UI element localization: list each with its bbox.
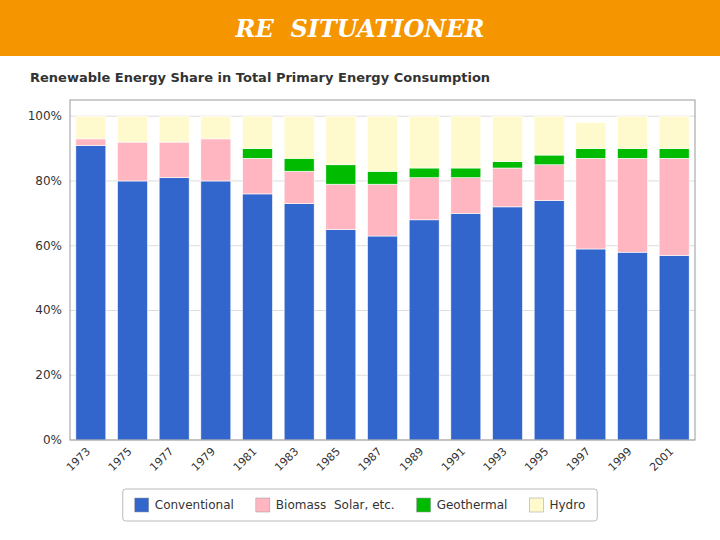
bar-segment bbox=[326, 165, 356, 184]
x-tick-label: 2001 bbox=[647, 445, 676, 474]
bar-segment bbox=[368, 236, 398, 440]
bar-segment bbox=[618, 116, 648, 148]
bar-segment bbox=[576, 158, 606, 249]
x-axis: 1973 1975 1977 1979 1981 1983 1985 1987 1989 1991… bbox=[64, 445, 676, 474]
bar-segment bbox=[618, 158, 648, 252]
y-tick-label: 60% bbox=[35, 239, 62, 253]
bar-segment bbox=[243, 149, 273, 159]
x-tick-label: 1981 bbox=[231, 445, 260, 474]
bar-segment bbox=[618, 149, 648, 159]
bar-segment bbox=[243, 194, 273, 440]
legend-label: Biomass Solar, etc. bbox=[276, 498, 395, 512]
legend-box bbox=[123, 489, 597, 521]
bar-segment bbox=[451, 168, 481, 178]
bar-segment bbox=[368, 184, 398, 236]
bar-segment bbox=[326, 116, 356, 165]
x-tick-label: 1989 bbox=[397, 445, 426, 474]
bar-segment bbox=[326, 230, 356, 440]
x-tick-label: 1983 bbox=[272, 445, 301, 474]
bar-segment bbox=[284, 171, 314, 203]
bar-segment bbox=[201, 116, 231, 139]
bar-segment bbox=[409, 168, 439, 178]
bar-segment bbox=[451, 116, 481, 168]
x-tick-label: 1999 bbox=[606, 445, 635, 474]
bar-segment bbox=[284, 158, 314, 171]
x-tick-label: 1991 bbox=[439, 445, 468, 474]
x-tick-label: 1997 bbox=[564, 445, 593, 474]
chart: RE SITUATIONER Renewable Energy Share in … bbox=[0, 0, 720, 540]
bar-segment bbox=[284, 116, 314, 158]
bar-segment bbox=[409, 116, 439, 168]
bar-segment bbox=[451, 213, 481, 440]
bar-segment bbox=[159, 142, 189, 178]
bar-segment bbox=[159, 178, 189, 440]
legend-swatch bbox=[529, 498, 543, 512]
bar-segment bbox=[368, 116, 398, 171]
bar-segment bbox=[201, 139, 231, 181]
bar-segment bbox=[576, 149, 606, 159]
plot-frame bbox=[70, 100, 695, 440]
y-tick-label: 20% bbox=[35, 368, 62, 382]
bar-segment bbox=[243, 158, 273, 194]
bar-segment bbox=[118, 116, 148, 142]
bar-segment bbox=[368, 171, 398, 184]
x-tick-label: 1973 bbox=[64, 445, 93, 474]
bar-segment bbox=[76, 116, 106, 139]
bar-segment bbox=[409, 220, 439, 440]
bar-segment bbox=[326, 184, 356, 229]
bar-segment bbox=[201, 181, 231, 440]
x-tick-label: 1993 bbox=[481, 445, 510, 474]
y-tick-label: 0% bbox=[43, 433, 62, 447]
bar-segment bbox=[576, 123, 606, 149]
bar-segment bbox=[451, 178, 481, 214]
x-tick-label: 1979 bbox=[189, 445, 218, 474]
bar-segment bbox=[534, 116, 564, 155]
y-tick-label: 80% bbox=[35, 174, 62, 188]
bar-segment bbox=[159, 116, 189, 142]
x-tick-label: 1975 bbox=[106, 445, 135, 474]
bar-segment bbox=[118, 181, 148, 440]
bar-segment bbox=[284, 204, 314, 440]
subtitle: Renewable Energy Share in Total Primary … bbox=[30, 70, 490, 85]
x-tick-label: 1977 bbox=[147, 445, 176, 474]
y-tick-label: 100% bbox=[28, 109, 62, 123]
y-tick-label: 40% bbox=[35, 303, 62, 317]
legend-label: Geothermal bbox=[437, 498, 508, 512]
bar-segment bbox=[534, 200, 564, 440]
x-tick-label: 1985 bbox=[314, 445, 343, 474]
header-band bbox=[0, 0, 720, 56]
legend-swatch bbox=[256, 498, 270, 512]
x-tick-label: 1987 bbox=[356, 445, 385, 474]
bar-segment bbox=[576, 249, 606, 440]
bar-segment bbox=[493, 207, 523, 440]
bar-segment bbox=[659, 116, 689, 148]
bar-segment bbox=[659, 149, 689, 159]
legend-swatch bbox=[135, 498, 149, 512]
bar-segment bbox=[534, 165, 564, 201]
bar-segment bbox=[493, 168, 523, 207]
legend: Conventional Biomass Solar, etc. Geotherma… bbox=[123, 489, 597, 521]
bar-segment bbox=[493, 162, 523, 168]
bar-segment bbox=[618, 252, 648, 440]
bar-segment bbox=[659, 255, 689, 440]
bar-segment bbox=[243, 116, 273, 148]
legend-label: Hydro bbox=[549, 498, 585, 512]
bar-segment bbox=[118, 142, 148, 181]
x-tick-label: 1995 bbox=[522, 445, 551, 474]
bar-segment bbox=[493, 116, 523, 161]
bar-segment bbox=[534, 155, 564, 165]
bars bbox=[76, 116, 689, 440]
title: RE SITUATIONER bbox=[234, 14, 484, 43]
y-axis: 0% 20% 40% 60% 80% 100% bbox=[28, 109, 695, 447]
bar-segment bbox=[76, 139, 106, 145]
bar-segment bbox=[659, 158, 689, 255]
bar-segment bbox=[409, 178, 439, 220]
bar-segment bbox=[76, 145, 106, 440]
legend-swatch bbox=[417, 498, 431, 512]
legend-label: Conventional bbox=[155, 498, 234, 512]
